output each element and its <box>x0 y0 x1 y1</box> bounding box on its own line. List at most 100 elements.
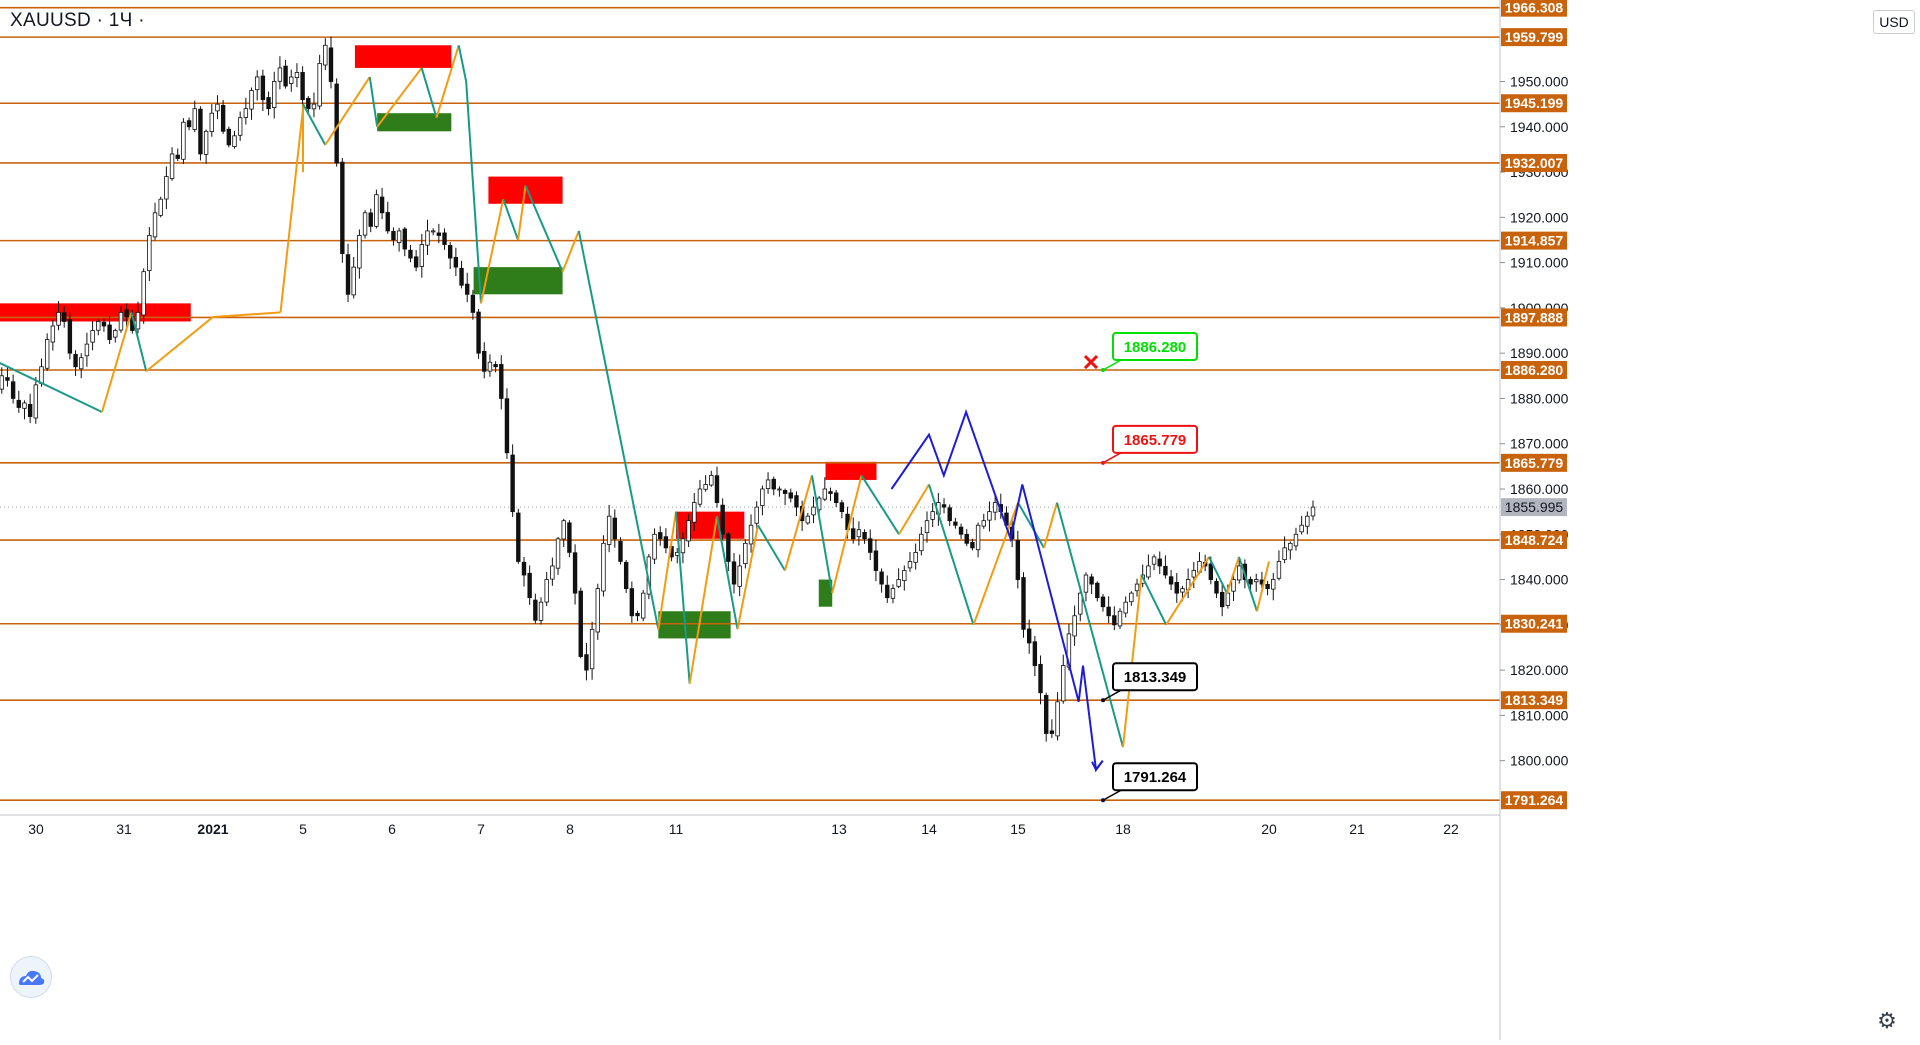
candle-body <box>862 531 867 540</box>
candle-body <box>635 612 640 617</box>
candle-body <box>272 81 277 108</box>
candle-body <box>805 515 811 524</box>
level-price-tag <box>1501 28 1567 47</box>
callout-box <box>1112 762 1198 792</box>
candle-body <box>50 325 56 343</box>
candle-body <box>67 319 73 354</box>
candle-body <box>374 194 379 227</box>
gear-icon[interactable]: ⚙ <box>1877 1008 1897 1033</box>
candle-body <box>527 572 532 599</box>
candle-body <box>595 588 600 633</box>
demand-zone <box>658 611 731 639</box>
y-tick-label: 1910.000 <box>1510 255 1569 271</box>
x-tick-label: 18 <box>1115 821 1131 837</box>
candle-body <box>1117 610 1123 627</box>
candle-body <box>754 506 759 524</box>
zigzag-up-leg <box>376 67 423 128</box>
candle-body <box>158 198 163 216</box>
y-tick-label: 1950.000 <box>1510 74 1569 90</box>
candle-body <box>39 366 44 384</box>
candle-body <box>748 524 754 545</box>
candle-body <box>1129 592 1134 603</box>
candle-body <box>306 98 311 110</box>
zigzag-down-leg <box>577 230 660 630</box>
candle-body <box>1123 601 1128 614</box>
candle-body <box>249 90 254 110</box>
candle-body <box>1044 695 1049 734</box>
candle-body <box>73 354 78 368</box>
callout-pointer <box>1102 789 1122 801</box>
candle-body <box>589 628 595 670</box>
time-axis[interactable] <box>0 815 1500 1040</box>
symbol-title[interactable]: XAUUSD · 1Ч · <box>10 10 145 32</box>
currency-badge[interactable]: USD <box>1873 10 1915 34</box>
candle-body <box>10 381 16 399</box>
candle-body <box>1089 576 1094 585</box>
zigzag-up-leg <box>517 185 527 241</box>
candle-body <box>152 212 158 238</box>
candle-body <box>851 528 856 540</box>
candle-body <box>442 232 447 245</box>
zigzag-down-leg <box>757 524 786 572</box>
x-tick-label: 13 <box>831 821 847 837</box>
candle-body <box>544 579 549 603</box>
candle-body <box>203 130 209 155</box>
candle-body <box>186 120 192 128</box>
supply-zone <box>825 461 877 480</box>
candle-body <box>1225 592 1231 606</box>
candle-body <box>941 504 947 508</box>
zigzag-down-leg <box>860 474 900 535</box>
candle-body <box>680 538 686 554</box>
candle-body <box>283 65 288 87</box>
price-axis[interactable] <box>1500 0 1920 1040</box>
candle-body <box>873 550 879 571</box>
candle-body <box>413 256 419 268</box>
symbol-name: XAUUSD <box>10 10 91 31</box>
candle-body <box>96 321 101 331</box>
candle-body <box>652 533 657 560</box>
level-price-tag-label: 1886.280 <box>1505 362 1564 378</box>
zigzag-up-leg <box>101 312 133 413</box>
zigzag-down-leg <box>675 511 691 684</box>
zigzag-down-leg <box>1208 556 1228 594</box>
candle-body <box>141 271 146 316</box>
zigzag-down-leg <box>811 475 834 594</box>
candle-body <box>1219 591 1225 608</box>
zigzag-down-leg <box>716 515 739 630</box>
candle-body <box>277 67 283 82</box>
level-price-tag-label: 1945.199 <box>1505 95 1564 111</box>
candle-body <box>697 488 703 505</box>
level-price-tag-label: 1848.724 <box>1505 532 1564 548</box>
candle-body <box>975 524 981 551</box>
candle-body <box>947 507 952 522</box>
candle-body <box>1180 588 1185 593</box>
candle-body <box>692 502 697 523</box>
last-price-tag <box>1501 498 1567 517</box>
candle-body <box>254 76 260 91</box>
zigzag-down-leg <box>502 198 520 241</box>
candle-body <box>623 561 629 590</box>
candle-body <box>1248 578 1253 585</box>
candle-body <box>317 62 322 107</box>
candle-body <box>379 196 385 214</box>
candle-body <box>663 536 669 549</box>
candle-body <box>266 97 271 110</box>
zigzag-up-leg <box>1165 556 1210 626</box>
tradingview-cloud-icon[interactable] <box>10 956 52 998</box>
projection-path <box>890 409 1104 773</box>
candle-body <box>362 212 368 236</box>
candle-body <box>720 504 725 535</box>
candle-body <box>113 330 118 338</box>
zigzag-down-leg <box>928 484 975 626</box>
candle-body <box>147 235 152 271</box>
candle-body <box>964 533 969 544</box>
candle-body <box>782 490 788 494</box>
candle-body <box>992 502 998 513</box>
candle-body <box>839 502 845 513</box>
candle-body <box>567 522 572 553</box>
candle-body <box>27 403 33 417</box>
zigzag-down-leg <box>130 312 148 372</box>
